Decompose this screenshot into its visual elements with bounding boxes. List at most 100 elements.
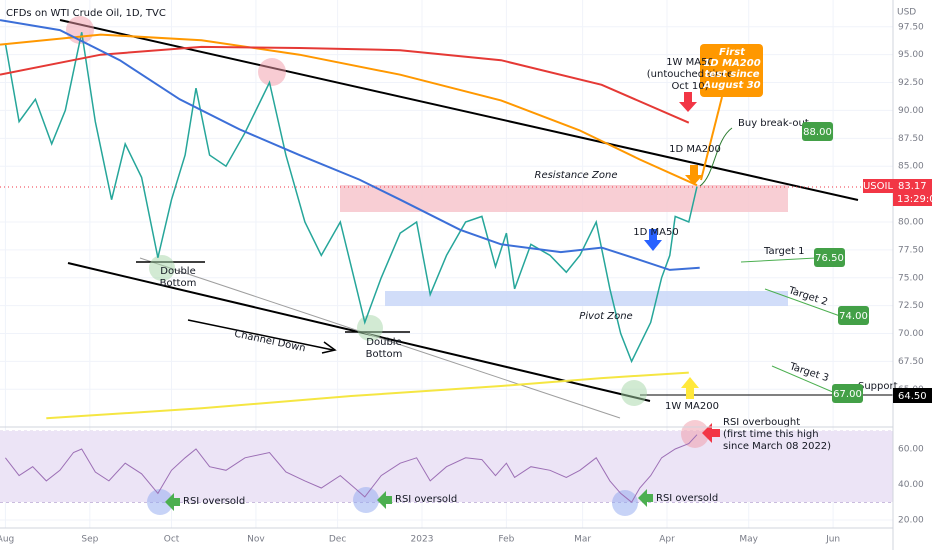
y-tick-label: 77.50 — [898, 245, 924, 255]
support-box — [893, 388, 932, 403]
target-box — [802, 122, 833, 141]
support-trend — [139, 257, 621, 419]
series-line — [0, 33, 698, 187]
annotation: Double — [160, 266, 195, 277]
series-line — [0, 45, 690, 124]
x-tick-label: Dec — [329, 535, 346, 545]
annotation: 1D MA200 — [669, 144, 721, 155]
y-tick-label: 40.00 — [898, 480, 924, 490]
resistance-zone — [340, 185, 788, 212]
highlight — [357, 315, 383, 341]
currency: USD — [897, 8, 916, 18]
chart-title: CFDs on WTI Crude Oil, 1D, TVC — [6, 8, 166, 19]
y-tick-label: 87.50 — [898, 134, 924, 144]
y-tick-label: 72.50 — [898, 301, 924, 311]
target-label: 76.50 — [815, 253, 844, 264]
arrow — [644, 229, 662, 251]
x-tick-label: Sep — [81, 535, 98, 545]
annotation: Oct 10) — [671, 81, 708, 92]
y-tick-label: 85.00 — [898, 162, 924, 172]
arrow — [679, 92, 697, 112]
axes: AugSepOctNovDec2023FebMarAprMayJun65.006… — [0, 22, 932, 545]
annotation: Target 1 — [763, 246, 804, 257]
target-label: 67.00 — [833, 389, 862, 400]
y-tick-label: 70.00 — [898, 329, 924, 339]
y-tick-label: 97.50 — [898, 22, 924, 32]
symbol-box — [863, 179, 893, 193]
annotation: RSI oversold — [656, 493, 718, 504]
annotation: Buy break-out — [738, 118, 809, 129]
target-box — [838, 306, 869, 325]
series-line — [4, 32, 698, 364]
x-tick-label: Jun — [825, 535, 840, 545]
annotation: First — [719, 47, 746, 58]
arrow — [638, 489, 653, 507]
series-line — [0, 19, 700, 271]
y-tick-label: 20.00 — [898, 516, 924, 526]
annotation: 1W MA200 — [665, 401, 719, 412]
annotation: 1W MA50 — [666, 57, 714, 68]
target-box — [814, 248, 845, 267]
pivot-zone — [385, 291, 788, 306]
y-tick-label: 60.00 — [898, 444, 924, 454]
annotation: Support — [858, 381, 898, 392]
connector — [699, 127, 733, 187]
x-tick-label: May — [739, 535, 758, 545]
x-tick-label: Apr — [659, 535, 675, 545]
annotation: Resistance Zone — [535, 170, 618, 181]
x-tick-label: Oct — [164, 535, 180, 545]
highlight — [353, 487, 379, 513]
callout-pointer — [700, 96, 723, 181]
connector — [764, 288, 841, 317]
channel-top — [59, 19, 859, 201]
annotation: Bottom — [160, 278, 197, 289]
y-tick-label: 95.00 — [898, 50, 924, 60]
arrow — [702, 423, 720, 443]
annotation: test since — [705, 69, 760, 80]
y-tick-label: 75.00 — [898, 273, 924, 283]
annotation: 1D MA50 — [633, 227, 678, 238]
annotation: August 30 — [702, 80, 760, 91]
channel-arrow — [187, 319, 334, 351]
annotation: since March 08 2022) — [723, 441, 831, 452]
target-label: 74.00 — [839, 311, 868, 322]
annotation: Double — [366, 337, 401, 348]
series-layer — [0, 19, 700, 503]
highlight — [621, 380, 647, 406]
annotation: Pivot Zone — [579, 311, 632, 322]
x-tick-label: Feb — [498, 535, 514, 545]
y-tick-label: 90.00 — [898, 106, 924, 116]
target-box — [832, 384, 863, 403]
annotation: RSI oversold — [395, 494, 457, 505]
arrow — [681, 377, 699, 399]
annotation: 1D MA200 — [703, 58, 760, 69]
y-tick-label: 80.00 — [898, 217, 924, 227]
highlight — [147, 489, 173, 515]
x-tick-label: 2023 — [411, 535, 434, 545]
annotation: Bottom — [366, 349, 403, 360]
highlight — [258, 58, 286, 86]
symbol-label: USOIL — [863, 181, 893, 192]
last-price-box — [893, 179, 932, 206]
y-tick-label: 67.50 — [898, 357, 924, 367]
callout-box — [700, 44, 763, 97]
x-tick-label: Aug — [0, 535, 14, 545]
highlight — [149, 255, 175, 281]
annotation: (first time this high — [723, 429, 819, 440]
arrow — [165, 493, 180, 511]
last-price: 83.17 — [898, 181, 927, 192]
channel-arrow-head — [321, 341, 337, 354]
support-price: 64.50 — [898, 391, 927, 402]
annotation: RSI overbought — [723, 417, 800, 428]
countdown: 13:29:07 — [897, 194, 932, 205]
x-tick-label: Nov — [247, 535, 265, 545]
target-label: 88.00 — [803, 127, 832, 138]
annotation: (untouched since — [647, 69, 733, 80]
connector — [740, 257, 817, 263]
arrow — [685, 165, 703, 185]
y-tick-label: 92.50 — [898, 78, 924, 88]
highlight — [612, 490, 638, 516]
connector — [771, 365, 836, 394]
